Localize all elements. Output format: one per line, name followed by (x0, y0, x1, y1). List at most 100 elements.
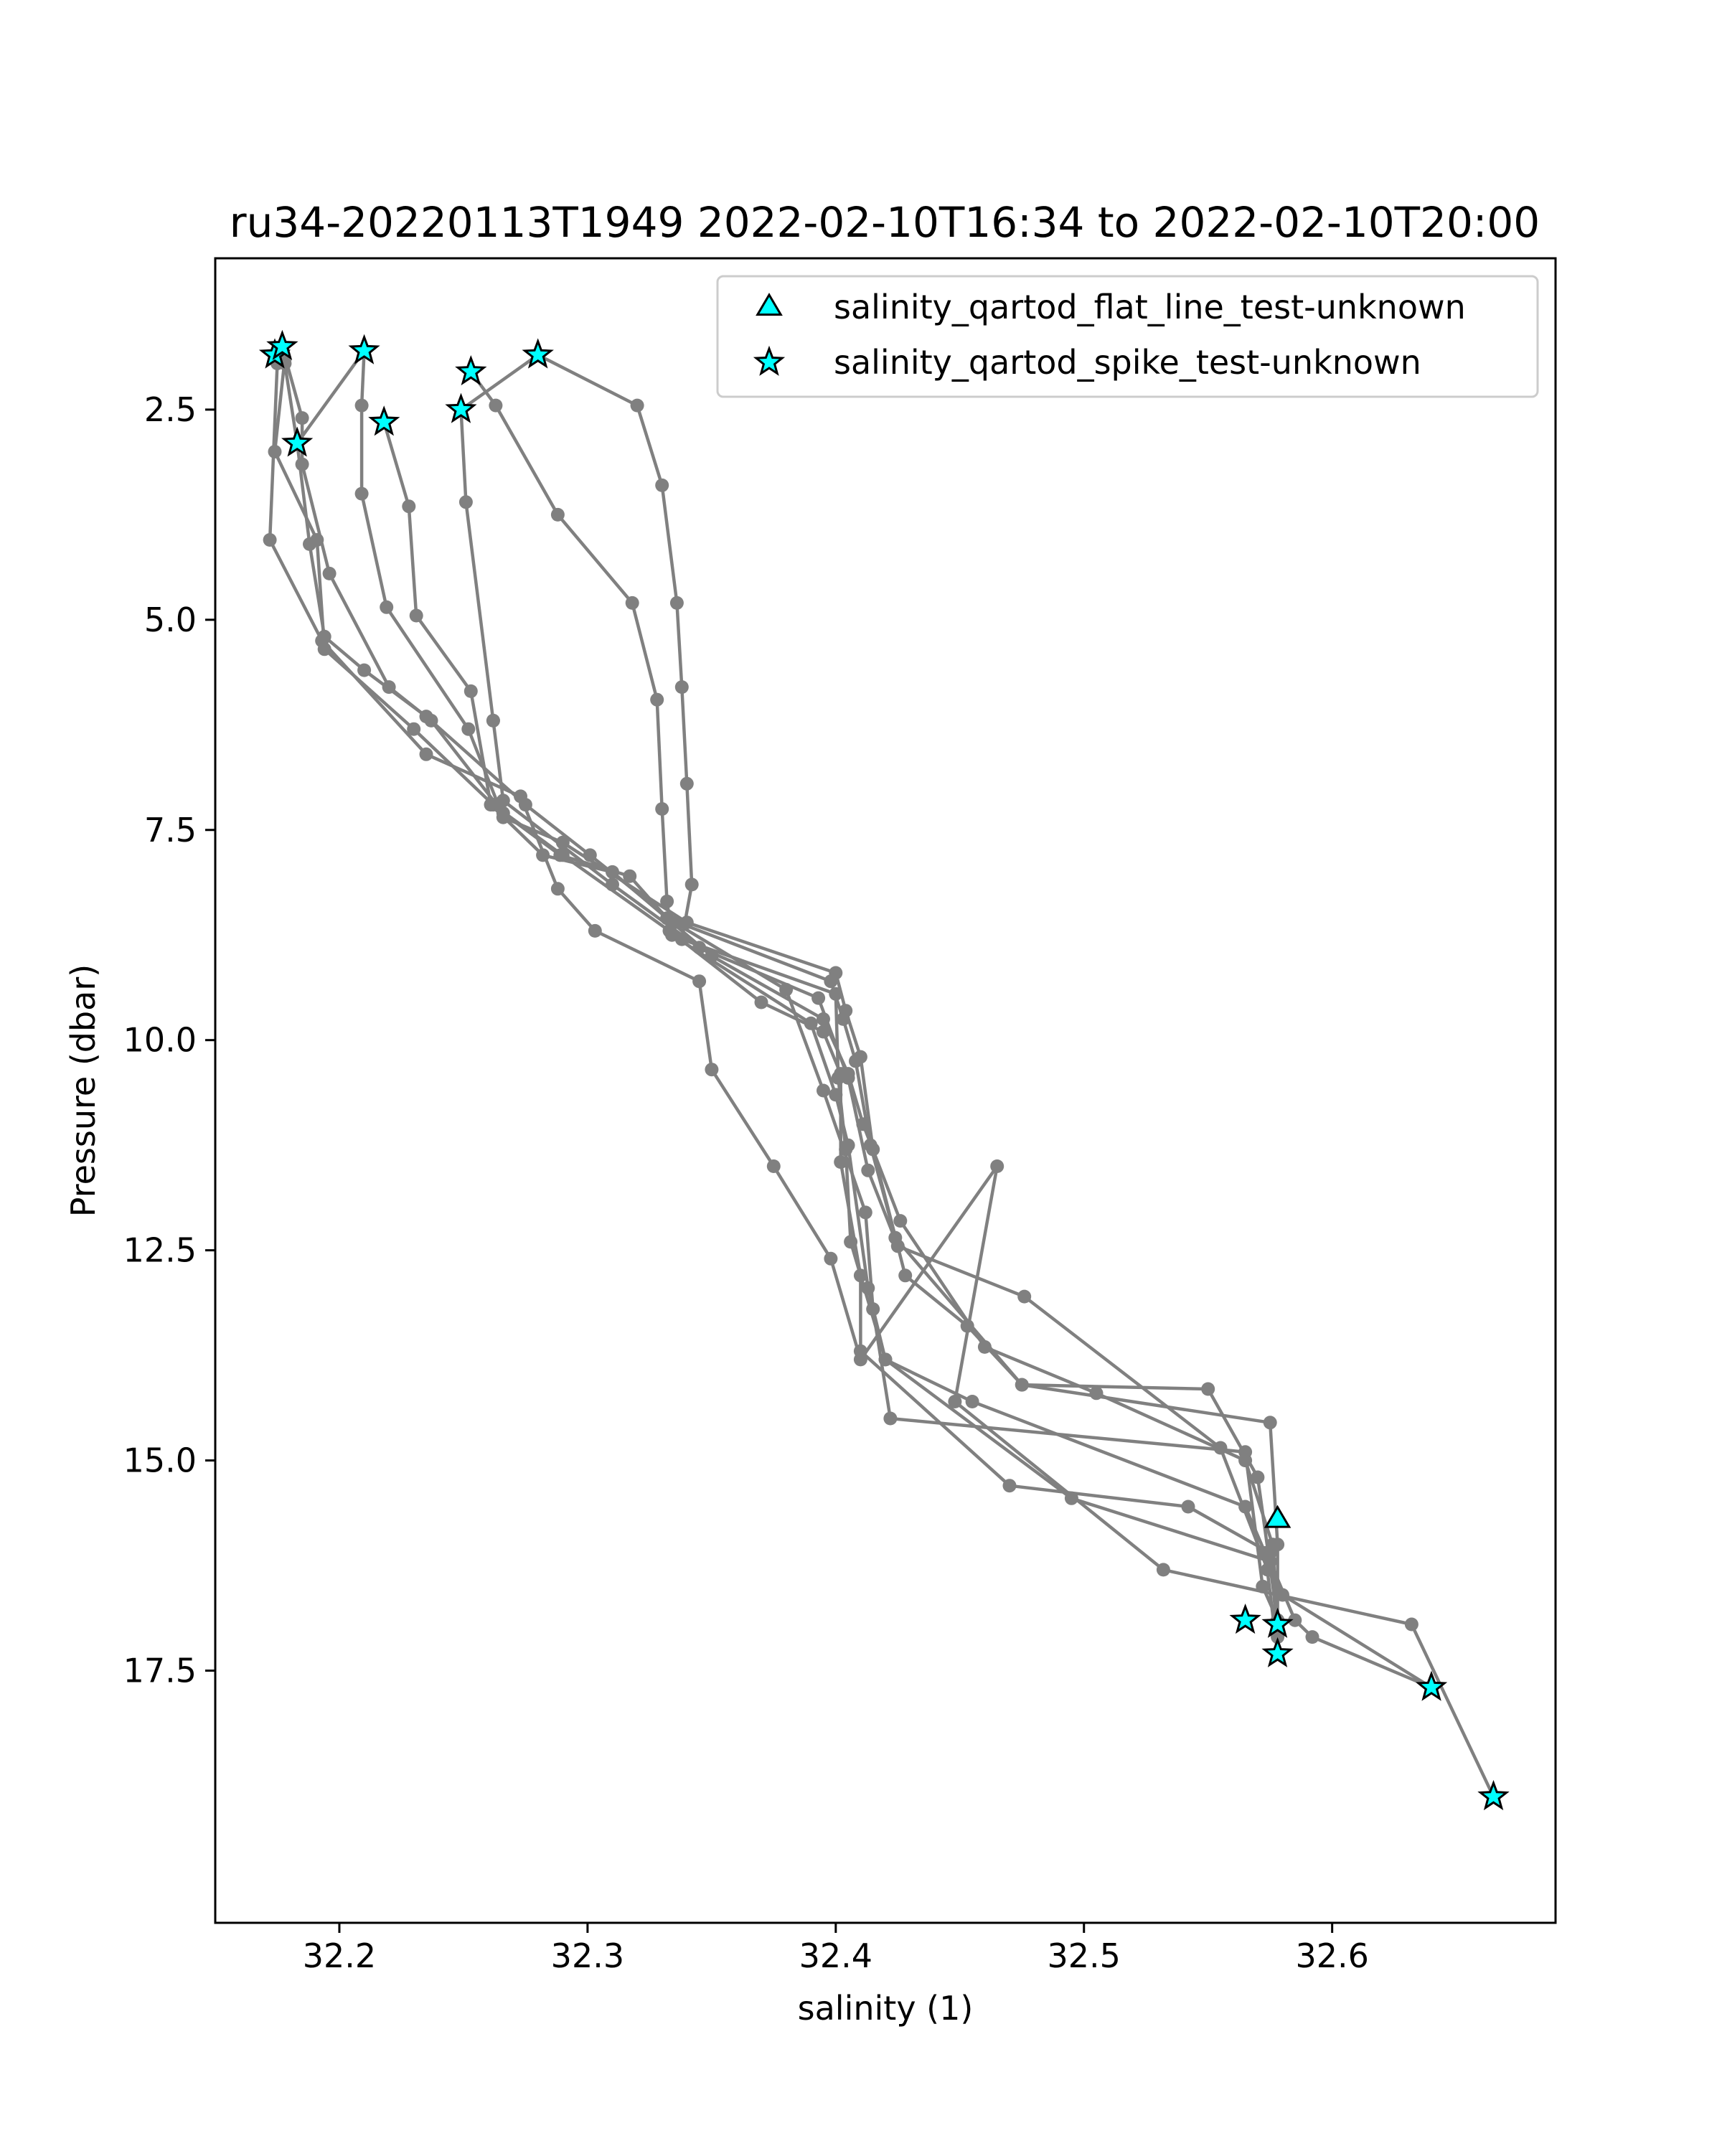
profile-point (660, 894, 674, 908)
profile-point (1015, 1378, 1029, 1392)
profile-point (679, 776, 694, 791)
legend-entry-1: salinity_qartod_flat_line_test-unknown (756, 288, 1466, 326)
profile-point (630, 398, 644, 413)
flags-layer (258, 329, 1510, 1811)
legend-triangle-icon (756, 293, 783, 316)
spike-flag-marker (281, 426, 314, 457)
spike-flag-marker (266, 329, 298, 360)
legend-box (716, 275, 1539, 398)
y-tick-label: 10.0 (123, 1021, 197, 1060)
legend-label: salinity_qartod_flat_line_test-unknown (834, 288, 1466, 326)
profile-point (883, 1411, 898, 1426)
profile-point (315, 634, 329, 648)
x-tick-label: 32.5 (1048, 1936, 1121, 1975)
profile-point (424, 713, 438, 728)
spike-flag-marker (348, 334, 380, 364)
profile-line (296, 349, 366, 445)
profile-point (766, 1159, 781, 1173)
y-tick-label: 12.5 (123, 1231, 197, 1270)
y-tick-label: 15.0 (123, 1441, 197, 1480)
x-axis: 32.2 32.3 32.4 32.5 32.6 (303, 1923, 1369, 1975)
x-tick-label: 32.3 (551, 1936, 624, 1975)
profile-point (1305, 1630, 1319, 1644)
profile-point (550, 507, 565, 522)
profile-point (861, 1281, 875, 1295)
y-tick-label: 5.0 (144, 601, 197, 639)
profile-point (489, 398, 503, 413)
profile-point (858, 1205, 872, 1220)
profile-point (402, 499, 416, 514)
profile-point (669, 596, 684, 610)
profile-point (829, 966, 843, 980)
profile-point (841, 1138, 855, 1152)
profile-point (829, 987, 843, 1001)
profile-point (853, 1352, 867, 1367)
profile-point (625, 596, 639, 610)
x-axis-label: salinity (1) (798, 1989, 974, 2028)
profile-point (263, 533, 277, 547)
profile-point (461, 722, 476, 736)
profile-point (419, 747, 433, 761)
profile-point (588, 923, 602, 938)
profile-point (684, 877, 699, 892)
spike-flag-marker (455, 354, 487, 386)
profile-point (295, 411, 309, 425)
profile-point (1288, 1613, 1302, 1627)
profile-point (655, 478, 669, 492)
plot-area-frame (214, 257, 1557, 1924)
spike-flag-marker (445, 392, 477, 423)
chart-title: ru34-20220113T1949 2022-02-10T16:34 to 2… (230, 198, 1540, 247)
profile-point (1156, 1563, 1170, 1577)
profile-point (464, 684, 478, 698)
profile-point (486, 798, 500, 812)
profile-point (662, 923, 677, 938)
y-axis-label: Pressure (dbar) (64, 964, 103, 1217)
profile-point (458, 495, 473, 509)
profile-point (310, 533, 324, 547)
profile-point (1263, 1545, 1277, 1560)
profile-point (705, 1063, 719, 1077)
profile-point (898, 1268, 913, 1283)
profile-point (409, 608, 423, 623)
profile-point (1251, 1470, 1265, 1484)
profile-point (1238, 1454, 1253, 1468)
profile-point (861, 1163, 875, 1177)
profile-series-4 (377, 415, 1285, 1627)
profile-point (1002, 1479, 1017, 1493)
profile-point (1404, 1617, 1418, 1632)
profile-series-9 (268, 352, 1285, 1644)
spike-flag-marker (1229, 1603, 1261, 1634)
profile-point (1213, 1441, 1228, 1455)
spike-flag-marker (1261, 1637, 1294, 1667)
flat-line-flag-marker (1264, 1505, 1292, 1528)
profile-point (834, 1067, 848, 1081)
profile-point (692, 974, 707, 989)
profile-point (555, 848, 570, 862)
spike-flag-marker (1477, 1779, 1510, 1811)
profile-point (407, 722, 421, 736)
profile-point (1263, 1416, 1277, 1430)
profile-point (965, 1395, 979, 1408)
profile-point (948, 1395, 962, 1408)
profile-line (460, 353, 540, 411)
profile-point (295, 457, 309, 471)
profile-point (817, 1025, 830, 1039)
profile-point (650, 692, 664, 707)
y-tick-label: 2.5 (144, 390, 197, 429)
profile-point (357, 663, 372, 677)
profile-point (1089, 1386, 1104, 1401)
profile-point (380, 600, 394, 614)
profile-point (550, 882, 565, 896)
spike-flag-marker (522, 338, 554, 369)
profile-point (754, 995, 768, 1009)
profile-point (514, 789, 527, 804)
y-tick-label: 7.5 (144, 811, 197, 849)
legend-star-icon (753, 345, 786, 376)
profile-point (322, 566, 337, 580)
y-axis: 2.5 5.0 7.5 10.0 12.5 15.0 17.5 (123, 390, 215, 1690)
legend-entry-2: salinity_qartod_spike_test-unknown (753, 343, 1421, 382)
profile-point (890, 1239, 905, 1253)
profile-point (1017, 1289, 1032, 1304)
